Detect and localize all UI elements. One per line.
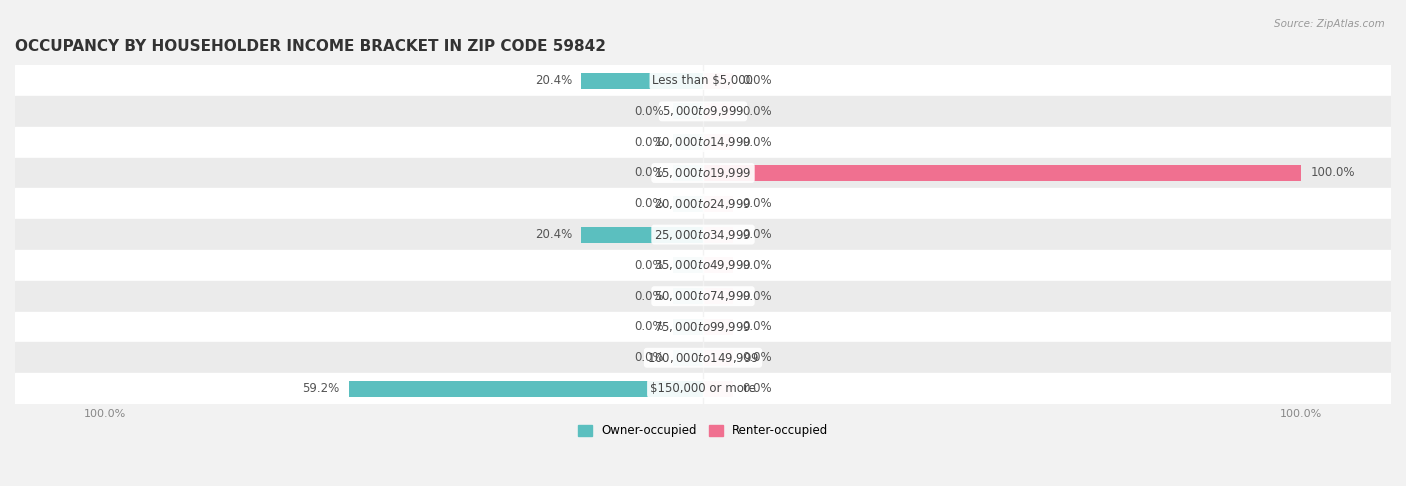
Text: 0.0%: 0.0% [634,105,664,118]
Text: 0.0%: 0.0% [742,320,772,333]
Text: $15,000 to $19,999: $15,000 to $19,999 [654,166,752,180]
Bar [15,373,1391,404]
Bar [703,104,733,120]
Text: $25,000 to $34,999: $25,000 to $34,999 [654,227,752,242]
Text: 0.0%: 0.0% [634,259,664,272]
Text: 20.4%: 20.4% [534,228,572,241]
Text: 0.0%: 0.0% [634,320,664,333]
Bar [581,72,703,88]
Bar [703,381,733,397]
Text: $20,000 to $24,999: $20,000 to $24,999 [654,197,752,211]
Text: 0.0%: 0.0% [742,382,772,395]
Text: 0.0%: 0.0% [742,259,772,272]
Bar [703,226,733,243]
Text: 0.0%: 0.0% [742,290,772,303]
Bar [703,196,733,212]
Text: 20.4%: 20.4% [534,74,572,87]
Bar [15,65,1391,96]
Bar [703,258,733,274]
Bar [673,196,703,212]
Bar [15,342,1391,373]
Text: Source: ZipAtlas.com: Source: ZipAtlas.com [1274,19,1385,30]
Bar [15,189,1391,219]
Text: $75,000 to $99,999: $75,000 to $99,999 [654,320,752,334]
Bar [703,165,1302,181]
Bar [15,157,1391,189]
Bar [673,319,703,335]
Bar [673,134,703,150]
Bar [15,219,1391,250]
Text: 0.0%: 0.0% [634,197,664,210]
Text: $10,000 to $14,999: $10,000 to $14,999 [654,135,752,149]
Legend: Owner-occupied, Renter-occupied: Owner-occupied, Renter-occupied [572,419,834,442]
Bar [703,350,733,366]
Bar [703,72,733,88]
Text: 0.0%: 0.0% [634,167,664,179]
Text: 0.0%: 0.0% [742,228,772,241]
Text: $5,000 to $9,999: $5,000 to $9,999 [662,104,744,119]
Bar [673,165,703,181]
Bar [15,312,1391,342]
Bar [703,288,733,304]
Text: OCCUPANCY BY HOUSEHOLDER INCOME BRACKET IN ZIP CODE 59842: OCCUPANCY BY HOUSEHOLDER INCOME BRACKET … [15,39,606,54]
Bar [15,281,1391,312]
Text: Less than $5,000: Less than $5,000 [652,74,754,87]
Text: $35,000 to $49,999: $35,000 to $49,999 [654,259,752,272]
Bar [703,134,733,150]
Text: 0.0%: 0.0% [742,136,772,149]
Bar [15,250,1391,281]
Bar [581,226,703,243]
Text: 0.0%: 0.0% [634,351,664,364]
Bar [703,319,733,335]
Bar [673,288,703,304]
Text: 0.0%: 0.0% [742,74,772,87]
Bar [673,104,703,120]
Text: 0.0%: 0.0% [742,197,772,210]
Bar [673,350,703,366]
Text: $50,000 to $74,999: $50,000 to $74,999 [654,289,752,303]
Text: 0.0%: 0.0% [742,351,772,364]
Bar [349,381,703,397]
Text: 100.0%: 100.0% [1310,167,1355,179]
Text: 0.0%: 0.0% [742,105,772,118]
Text: $150,000 or more: $150,000 or more [650,382,756,395]
Bar [15,96,1391,127]
Bar [15,127,1391,157]
Text: 0.0%: 0.0% [634,136,664,149]
Text: 59.2%: 59.2% [302,382,340,395]
Bar [673,258,703,274]
Text: 0.0%: 0.0% [634,290,664,303]
Text: $100,000 to $149,999: $100,000 to $149,999 [647,351,759,365]
